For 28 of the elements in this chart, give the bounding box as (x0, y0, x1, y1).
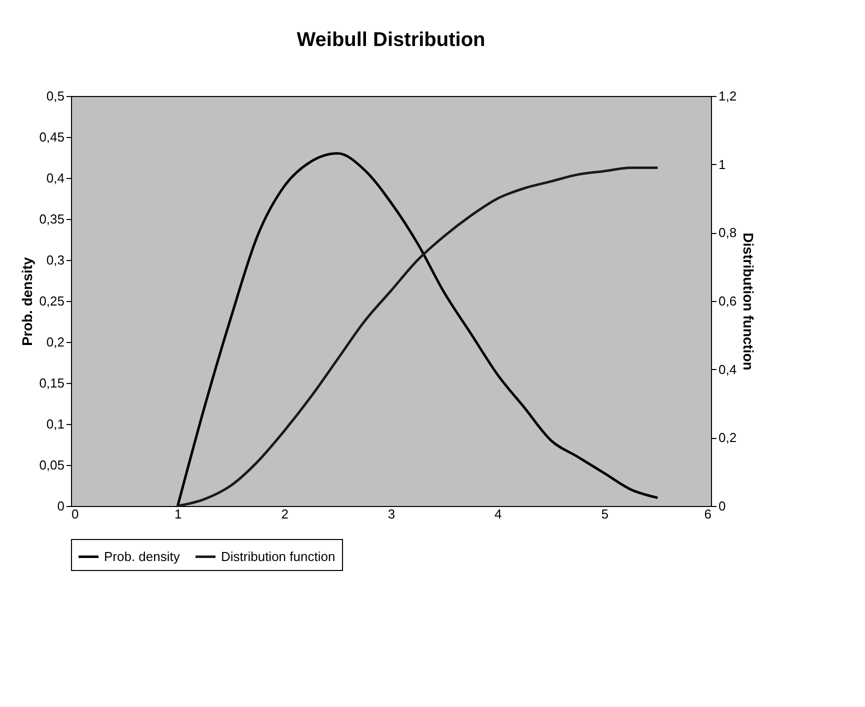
y-tick-label: 0,4 (46, 170, 64, 186)
y2-tick-label: 0,6 (718, 294, 737, 308)
x-tick-label: 0 (72, 506, 79, 522)
y-tick-label: 0,25 (39, 294, 64, 308)
y2-tick-label: 0,2 (718, 430, 737, 446)
y-tick-label: 0,35 (39, 212, 64, 226)
y-tick-label: 0,3 (46, 252, 64, 268)
y2-tick-label: 0,4 (718, 362, 737, 377)
y-tick-label: 0,05 (39, 458, 64, 472)
legend-label: Prob. density (104, 548, 180, 564)
y2-axis-title: Distribution function (740, 232, 757, 370)
x-tick-label: 2 (281, 506, 288, 522)
x-tick-label: 1 (174, 506, 182, 522)
x-tick-label: 6 (704, 506, 712, 522)
y2-tick-label: 1 (718, 156, 726, 172)
x-tick-label: 3 (388, 506, 396, 522)
y-tick-label: 0,45 (39, 130, 64, 144)
y-tick-label: 0,2 (46, 334, 64, 350)
y-tick-label: 0,5 (46, 88, 64, 104)
y-tick-label: 0,15 (39, 376, 64, 390)
x-tick-label: 4 (494, 506, 502, 522)
legend-label: Distribution function (221, 548, 336, 564)
y2-tick-label: 1,2 (718, 88, 737, 104)
chart-title: Weibull Distribution (296, 29, 486, 51)
x-tick-label: 5 (601, 506, 608, 522)
y-tick-label: 0,1 (46, 416, 64, 432)
y2-tick-label: 0,8 (718, 225, 737, 240)
y-axis-title: Prob. density (19, 256, 36, 346)
